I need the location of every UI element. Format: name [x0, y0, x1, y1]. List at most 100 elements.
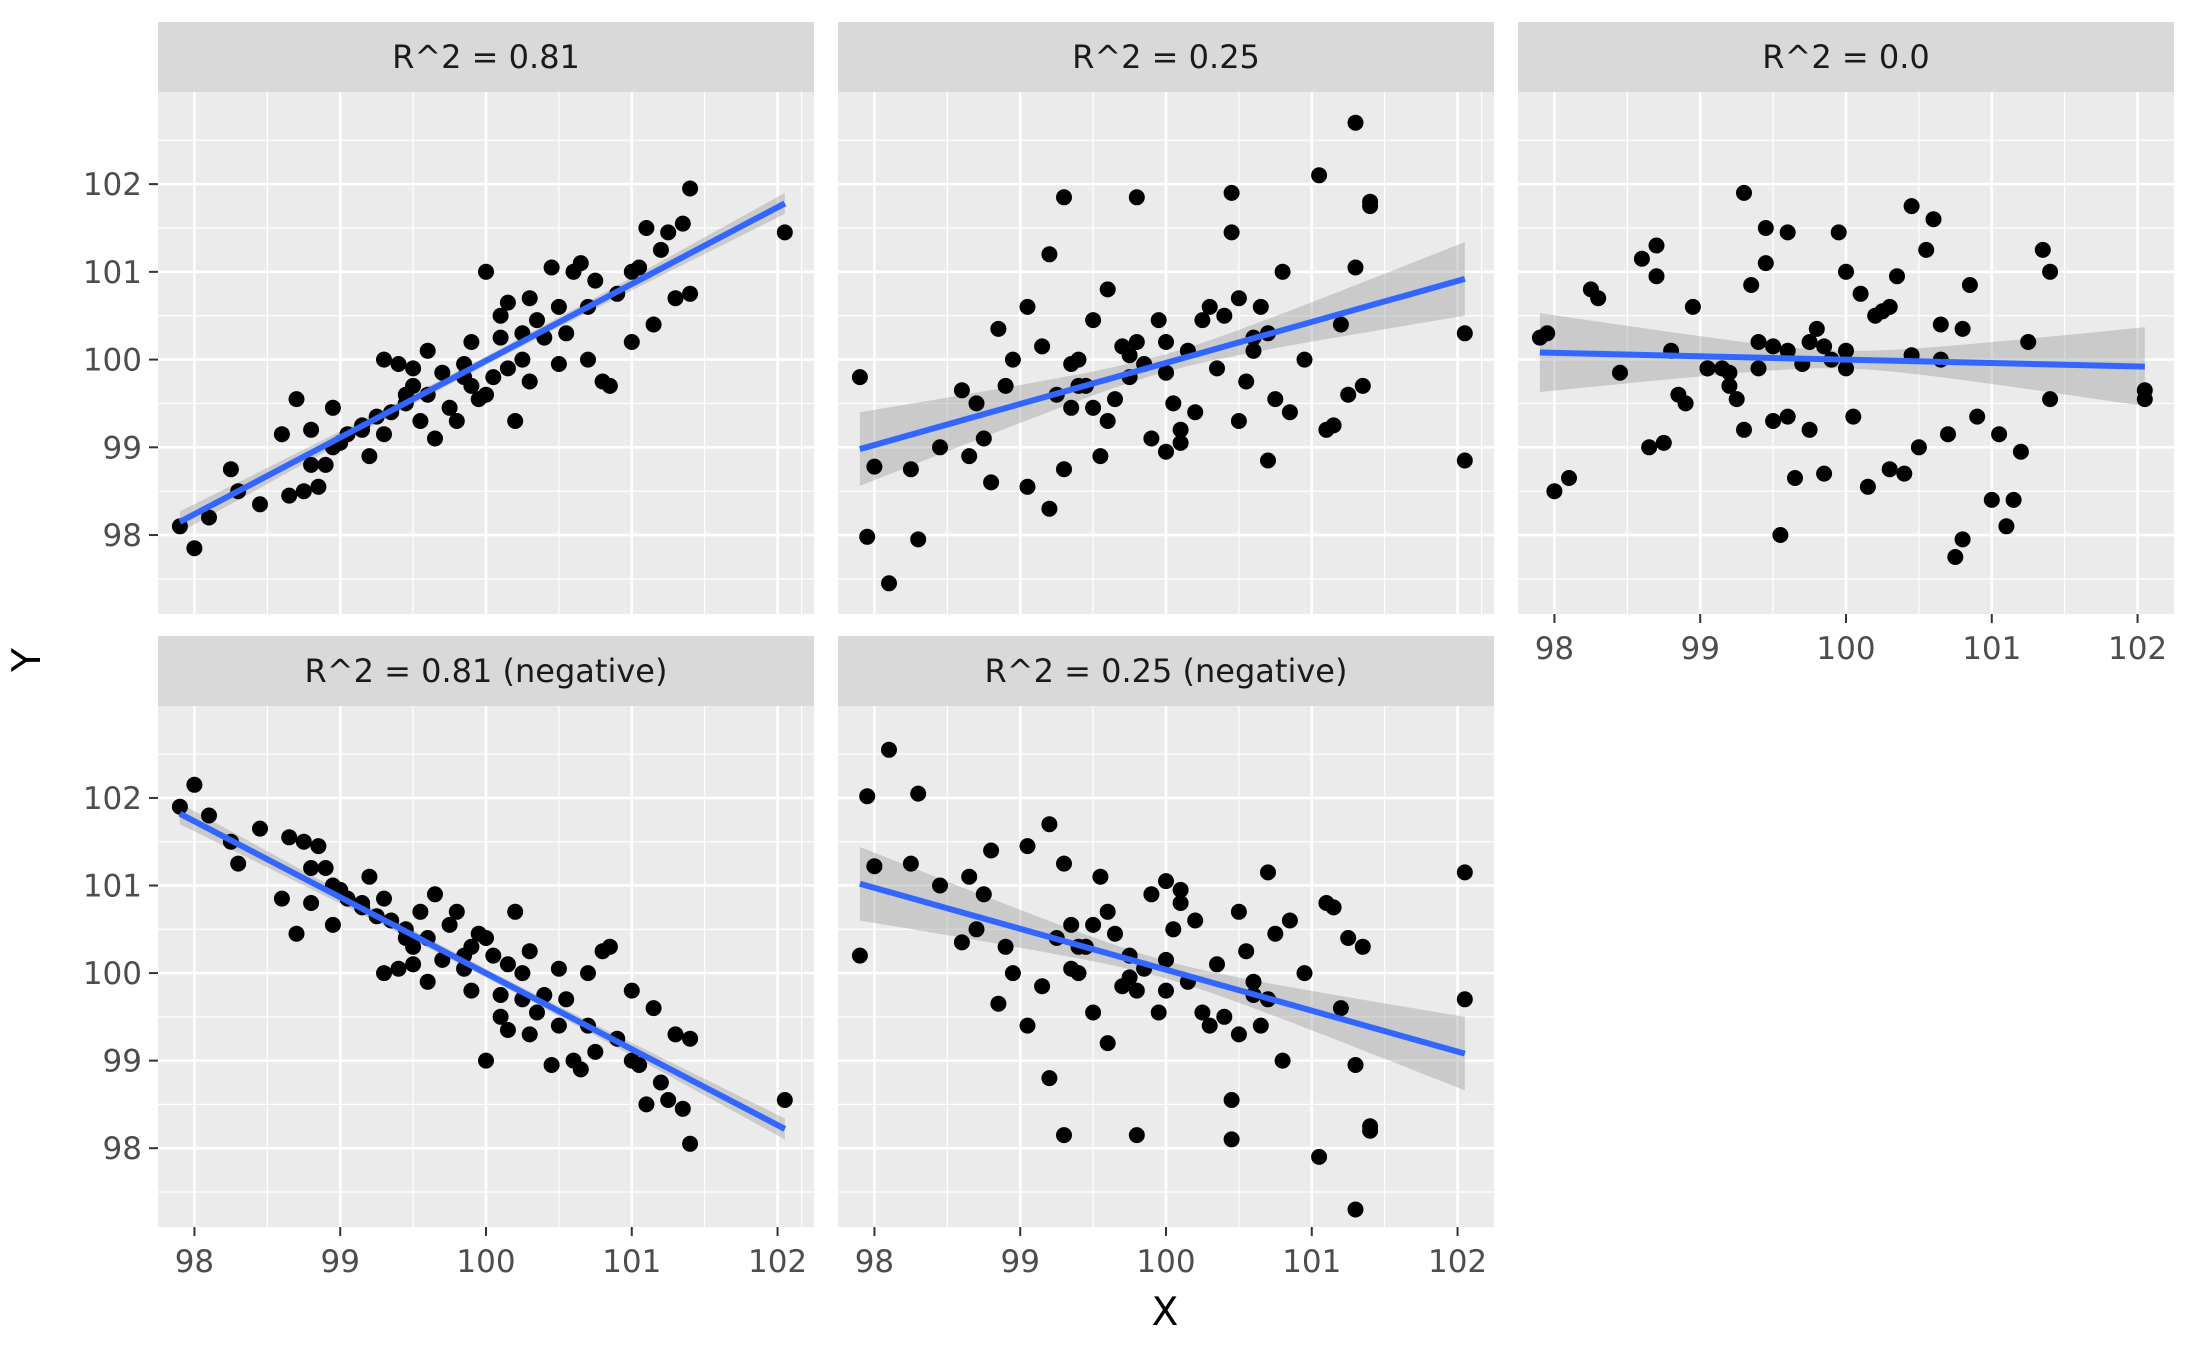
data-point — [1721, 377, 1738, 394]
data-point — [1845, 408, 1862, 425]
data-point — [682, 180, 699, 197]
x-tick-label: 101 — [1962, 631, 2021, 667]
data-point — [499, 956, 516, 973]
facet-strip-label: R^2 = 0.0 — [1762, 38, 1929, 76]
data-point — [492, 1008, 509, 1025]
data-point — [1165, 395, 1182, 412]
data-point — [623, 334, 640, 350]
data-point — [1456, 452, 1473, 469]
data-point — [1677, 395, 1694, 412]
facet-strip-label: R^2 = 0.25 — [1072, 38, 1260, 76]
data-point — [1684, 298, 1701, 315]
data-point — [1085, 399, 1102, 416]
data-point — [1947, 549, 1964, 565]
data-point — [1332, 316, 1349, 333]
data-point — [1456, 991, 1473, 1008]
x-tick-label: 100 — [1136, 1244, 1195, 1280]
data-point — [1019, 298, 1036, 315]
data-point — [1056, 855, 1072, 872]
data-point — [1808, 320, 1825, 337]
data-point — [623, 1052, 640, 1069]
data-point — [419, 973, 436, 990]
data-point — [1201, 298, 1218, 315]
data-point — [667, 290, 684, 307]
data-point — [990, 995, 1007, 1012]
data-point — [1158, 951, 1174, 968]
data-point — [968, 921, 985, 938]
data-point — [572, 255, 589, 272]
data-point — [1296, 351, 1313, 368]
data-point — [1362, 193, 1379, 210]
data-point — [412, 903, 429, 920]
x-tick-label: 99 — [1680, 631, 1719, 667]
data-point — [427, 430, 443, 447]
data-point — [1910, 439, 1927, 456]
data-point — [1633, 250, 1650, 267]
data-point — [902, 855, 919, 872]
data-point — [1216, 1008, 1233, 1025]
data-point — [652, 1074, 669, 1091]
data-point — [851, 947, 868, 964]
data-point — [463, 982, 480, 999]
data-point — [932, 439, 948, 456]
data-point — [1925, 211, 1942, 228]
data-point — [1757, 220, 1774, 236]
data-point — [1092, 448, 1109, 465]
data-point — [419, 342, 436, 359]
regression-line — [178, 200, 787, 525]
y-tick-label: 100 — [83, 956, 142, 992]
data-point — [1004, 965, 1021, 982]
data-point — [2034, 241, 2051, 258]
data-point — [997, 377, 1014, 394]
data-point — [1041, 246, 1058, 263]
data-point — [601, 377, 618, 394]
data-point — [2005, 491, 2022, 508]
data-point — [1158, 443, 1174, 460]
data-point — [572, 1061, 589, 1078]
data-point — [1983, 491, 2000, 508]
x-tick-label: 101 — [1282, 1244, 1341, 1280]
data-point — [303, 895, 320, 911]
facet-strip — [838, 22, 1494, 92]
data-point — [303, 860, 320, 876]
data-point — [997, 938, 1014, 955]
data-point — [580, 351, 596, 368]
data-point — [1765, 338, 1782, 355]
data-point — [674, 215, 691, 232]
facet-strip-label: R^2 = 0.25 (negative) — [985, 652, 1348, 690]
data-point — [1750, 360, 1767, 377]
data-point — [1311, 167, 1328, 184]
data-point — [1063, 399, 1080, 416]
data-point — [281, 829, 298, 846]
data-point — [441, 399, 458, 416]
data-point — [1721, 364, 1738, 381]
facet-panel: R^2 = 0.0 98 99 100 101 102 — [1480, 22, 2174, 667]
data-point — [776, 224, 793, 241]
data-point — [1158, 334, 1174, 350]
data-point — [514, 351, 531, 368]
data-point — [859, 788, 876, 805]
data-point — [902, 461, 919, 478]
data-point — [932, 877, 948, 894]
regression-line — [1539, 349, 2145, 370]
data-point — [953, 382, 970, 399]
data-point — [478, 930, 494, 946]
data-point — [303, 421, 320, 438]
data-point — [529, 1004, 545, 1021]
data-point — [295, 833, 312, 850]
data-point — [376, 890, 392, 907]
data-point — [1085, 916, 1102, 933]
data-point — [1816, 465, 1833, 482]
data-point — [660, 224, 677, 241]
data-point — [507, 903, 524, 920]
data-point — [288, 391, 305, 408]
data-point — [1932, 316, 1949, 333]
data-point — [975, 886, 992, 903]
data-point — [990, 320, 1007, 337]
data-point — [543, 259, 560, 276]
data-point — [623, 263, 640, 280]
data-point — [1019, 838, 1036, 855]
data-point — [222, 461, 239, 478]
data-point — [485, 947, 502, 964]
